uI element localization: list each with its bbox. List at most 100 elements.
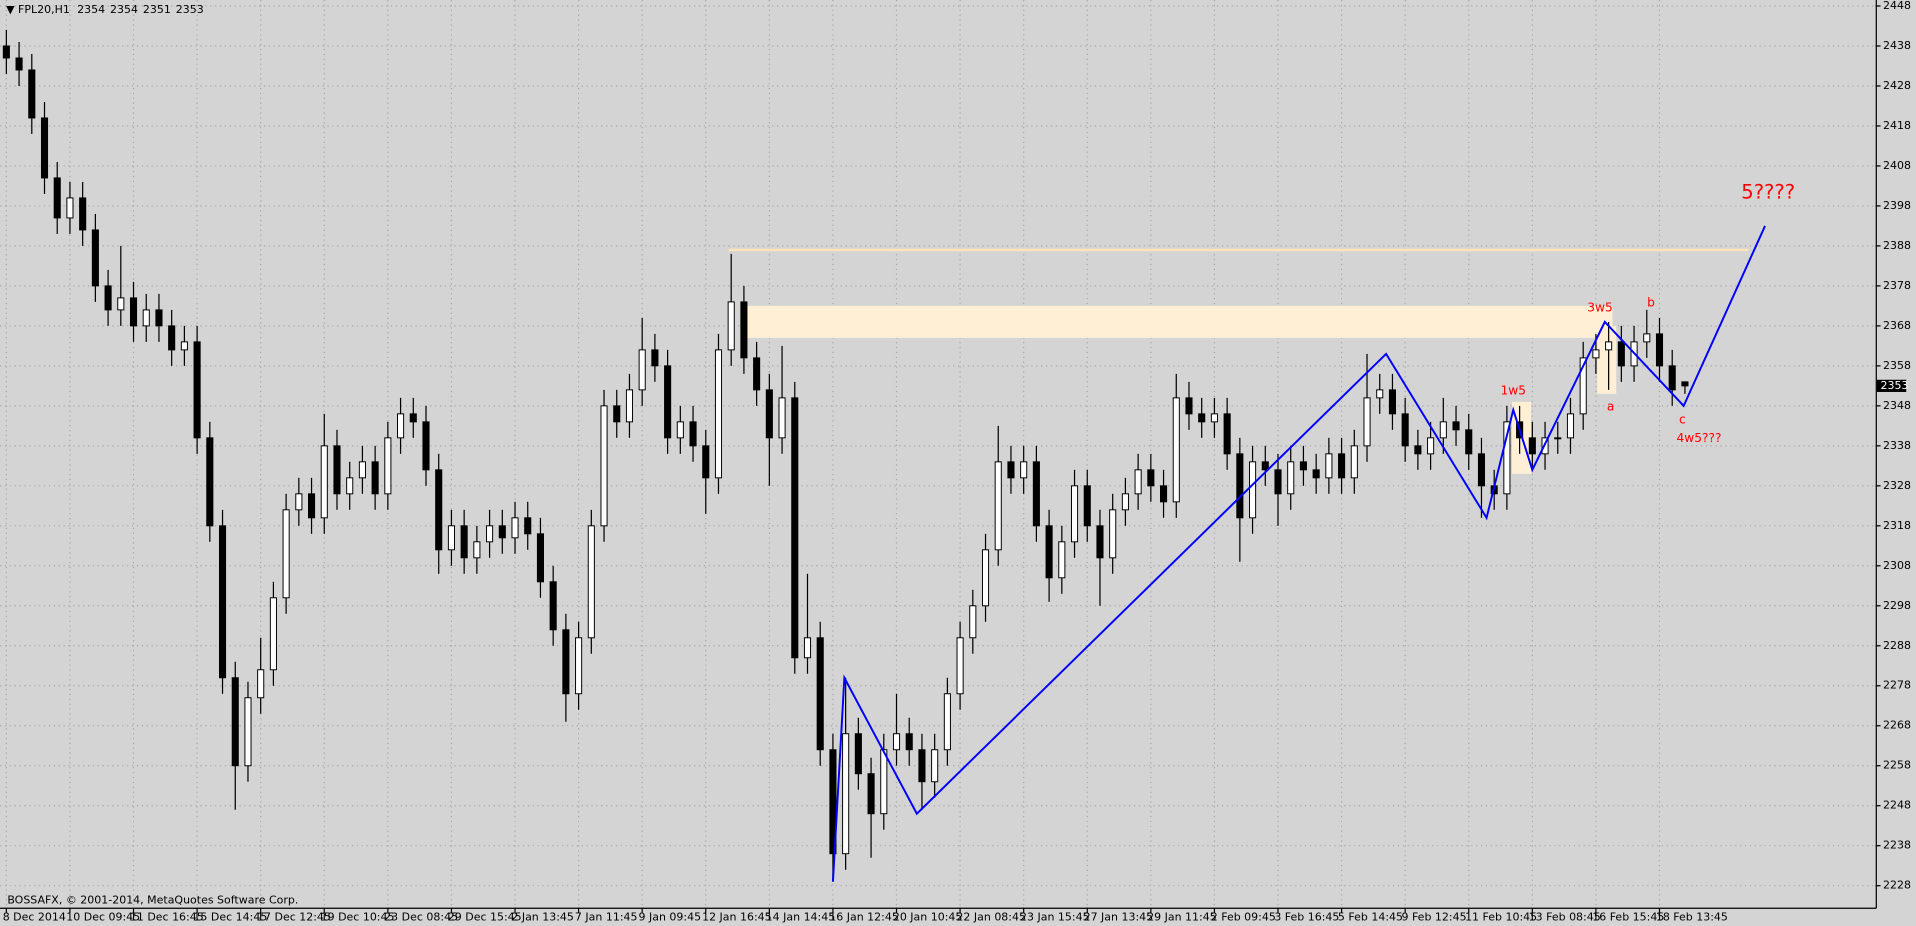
candle-body [1439, 421, 1447, 439]
x-tick-label: 23 Dec 08:45 [384, 910, 458, 923]
y-tick-label: 2238 [1883, 839, 1911, 852]
candle-body [765, 389, 773, 439]
last-close: 2353 [176, 3, 204, 16]
candle-body [1528, 437, 1536, 455]
candle-body [218, 525, 227, 679]
candle-body [1172, 397, 1180, 503]
annotation: 1w5 [1501, 383, 1527, 397]
candle-body [1579, 357, 1587, 415]
candle-body [892, 733, 901, 751]
x-tick-label: 16 Feb 15:45 [1592, 910, 1664, 923]
candle-body [1605, 341, 1613, 351]
y-tick-label: 2268 [1883, 719, 1911, 732]
x-tick-label: 3 Feb 16:45 [1274, 910, 1339, 923]
candle-body [142, 309, 150, 327]
candle-body [1147, 469, 1155, 487]
last-open: 2354 [77, 3, 105, 16]
candle-body [53, 177, 61, 219]
candle-body [1198, 413, 1206, 423]
x-tick-label: 9 Jan 09:45 [639, 910, 702, 923]
candle-body [943, 693, 951, 751]
candle-body [206, 437, 214, 527]
zone [1597, 325, 1617, 394]
candle-body [1249, 461, 1257, 519]
menu-arrow[interactable]: ▼ [6, 3, 18, 16]
candle-body [358, 461, 366, 479]
candle-body [587, 525, 595, 639]
x-tick-label: 9 Feb 12:45 [1402, 910, 1467, 923]
candle-body [1210, 413, 1218, 423]
y-tick-label: 2278 [1883, 679, 1911, 692]
candle-body [1045, 525, 1053, 579]
candles [2, 29, 1689, 882]
candle-body [664, 365, 672, 439]
y-tick-label: 2438 [1883, 39, 1911, 52]
x-tick-label: 27 Jan 13:45 [1084, 910, 1154, 923]
x-tick-label: 22 Jan 08:45 [956, 910, 1026, 923]
candle-body [1401, 413, 1409, 447]
wave [831, 225, 1766, 882]
x-tick-label: 23 Jan 15:45 [1020, 910, 1090, 923]
candle-body [1503, 421, 1511, 495]
candle-body [1452, 421, 1460, 431]
y-tick-label: 2388 [1883, 239, 1911, 252]
candle-body [1363, 397, 1371, 447]
candle-body [625, 389, 634, 423]
price-box [1876, 379, 1907, 392]
candle-body [791, 397, 799, 659]
x-tick-label: 8 Dec 2014 [3, 910, 66, 923]
candle-body [308, 493, 316, 519]
candle-body [549, 581, 557, 631]
candle-body [829, 749, 837, 855]
x-tick-label: 12 Jan 16:45 [702, 910, 772, 923]
candle-body [905, 733, 913, 751]
y-tick-label: 2328 [1883, 479, 1911, 492]
candle-body [193, 341, 201, 439]
candle-body [422, 421, 430, 471]
x-tick-label: 16 Jan 12:45 [829, 910, 899, 923]
axes: 2228 2238 2248 2258 2268 2278 2288 2298 2308 2318… [3, 0, 1911, 923]
candle-body [1121, 493, 1129, 511]
copyright: BOSSAFX, © 2001-2014, MetaQuotes Softwar… [7, 893, 298, 906]
x-tick-label: 5 Feb 14:45 [1338, 910, 1403, 923]
candle-body [651, 349, 659, 367]
candle-body [168, 325, 176, 351]
candle-body [613, 405, 621, 423]
candle-body [1223, 413, 1231, 455]
y-tick-label: 2378 [1883, 279, 1911, 292]
candle-body [15, 57, 23, 71]
candle-body [333, 445, 341, 495]
candle-body [397, 413, 405, 439]
x-tick-label: 15 Dec 14:45 [193, 910, 267, 923]
x-tick-label: 11 Dec 16:45 [130, 910, 204, 923]
candle-body [79, 197, 87, 231]
candle-body [1261, 461, 1269, 471]
candle-body [778, 397, 786, 439]
y-tick-label: 2368 [1883, 319, 1911, 332]
candle-body [91, 229, 99, 287]
x-tick-label: 2 Feb 09:45 [1211, 910, 1276, 923]
candle-body [1007, 461, 1015, 479]
candle-body [1554, 437, 1562, 440]
candle-body [1655, 333, 1664, 367]
candle-body [1020, 461, 1028, 479]
candle-body [1109, 509, 1117, 559]
x-tick-label: 18 Feb 13:45 [1656, 910, 1728, 923]
x-tick-label: 2 Jan 13:45 [511, 910, 574, 923]
candle-body [180, 341, 188, 351]
candle-body [155, 309, 163, 327]
candle-body [1617, 341, 1625, 367]
symbol: FPL20,H1 [18, 3, 70, 16]
y-tick-label: 2348 [1883, 399, 1911, 412]
y-tick-label: 2318 [1883, 519, 1911, 532]
candle-body [854, 733, 862, 775]
candle-body [1414, 445, 1422, 455]
candle-body [867, 773, 875, 815]
candle-body [689, 421, 697, 447]
x-tick-label: 19 Dec 10:45 [321, 910, 395, 923]
candle-body [575, 637, 583, 695]
wave-line [831, 225, 1766, 882]
candle-body [880, 749, 888, 815]
candle-body [600, 405, 608, 527]
